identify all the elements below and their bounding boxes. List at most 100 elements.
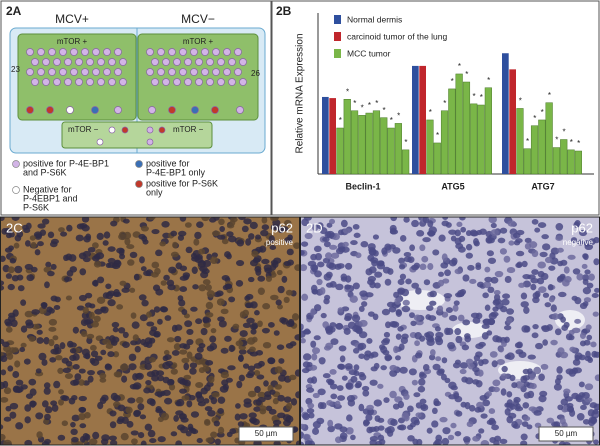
nucleus xyxy=(202,316,210,324)
nucleus xyxy=(344,315,352,322)
nucleus xyxy=(284,219,292,226)
nucleus xyxy=(551,313,559,320)
nucleus xyxy=(119,280,127,286)
nucleus xyxy=(346,395,356,403)
cell-dot xyxy=(70,48,78,56)
nucleus xyxy=(419,244,426,252)
nucleus xyxy=(101,434,110,442)
nucleus xyxy=(563,266,570,274)
nucleus xyxy=(1,341,10,348)
nucleus xyxy=(207,409,216,417)
nucleus xyxy=(43,382,51,389)
nucleus xyxy=(52,335,59,341)
nucleus xyxy=(425,305,434,311)
nucleus xyxy=(230,217,238,223)
nucleus xyxy=(277,285,285,294)
nucleus xyxy=(528,374,535,381)
bar xyxy=(470,103,478,175)
nucleus xyxy=(506,415,514,424)
cell-dot xyxy=(234,68,242,76)
nucleus xyxy=(225,377,233,383)
nucleus xyxy=(359,319,368,327)
bar xyxy=(538,119,546,175)
cell-dot xyxy=(42,58,50,66)
cell-dot xyxy=(37,48,45,56)
nucleus xyxy=(163,274,170,281)
nucleus xyxy=(316,278,323,286)
nucleus xyxy=(92,255,100,262)
nucleus xyxy=(16,274,24,281)
significance: * xyxy=(451,77,454,86)
nucleus xyxy=(512,232,521,239)
nucleus xyxy=(279,317,287,324)
nucleus xyxy=(499,438,508,445)
cell-dot xyxy=(31,78,39,86)
nucleus xyxy=(550,304,557,312)
nucleus xyxy=(480,440,490,445)
nucleus xyxy=(84,302,93,308)
significance: * xyxy=(548,91,551,100)
nucleus xyxy=(467,264,475,271)
nucleus xyxy=(201,217,210,222)
nucleus xyxy=(128,353,137,362)
nucleus xyxy=(295,440,299,445)
marker-label: p62 xyxy=(271,220,293,235)
nucleus xyxy=(487,286,495,294)
nucleus xyxy=(4,247,13,253)
nucleus xyxy=(45,261,52,268)
nucleus xyxy=(246,337,256,345)
nucleus xyxy=(580,404,587,411)
nucleus xyxy=(303,328,311,335)
cell-dot xyxy=(92,68,100,76)
nucleus xyxy=(522,374,530,381)
nucleus xyxy=(310,253,318,261)
nucleus xyxy=(221,238,229,245)
significance: * xyxy=(429,108,432,117)
nucleus xyxy=(157,375,165,382)
nucleus xyxy=(127,259,135,266)
nucleus xyxy=(419,371,425,377)
nucleus xyxy=(571,327,581,334)
nucleus xyxy=(576,413,585,421)
nucleus xyxy=(19,347,26,353)
nucleus xyxy=(16,230,24,238)
bar xyxy=(448,88,456,175)
nucleus xyxy=(263,380,269,387)
box-label: mTOR − xyxy=(173,125,204,134)
box-label: mTOR + xyxy=(183,37,214,46)
nucleus xyxy=(108,435,117,441)
nucleus xyxy=(341,375,348,381)
nucleus xyxy=(353,370,360,377)
nucleus xyxy=(524,237,532,244)
nucleus xyxy=(581,392,590,399)
nucleus xyxy=(133,409,142,417)
nucleus xyxy=(167,284,176,291)
nucleus xyxy=(486,250,494,257)
nucleus xyxy=(205,359,214,366)
nucleus xyxy=(53,305,61,311)
nucleus xyxy=(66,224,73,232)
nucleus xyxy=(482,399,491,407)
nucleus xyxy=(170,431,178,437)
nucleus xyxy=(208,375,215,384)
nucleus xyxy=(588,273,595,281)
cell-dot xyxy=(239,78,247,86)
nucleus xyxy=(479,395,488,401)
nucleus xyxy=(92,279,99,287)
nucleus xyxy=(503,325,512,331)
nucleus xyxy=(87,370,95,376)
nucleus xyxy=(219,226,226,232)
cell-dot xyxy=(119,78,127,86)
nucleus xyxy=(409,244,415,252)
cell-dot xyxy=(108,78,116,86)
nucleus xyxy=(53,380,61,389)
nucleus xyxy=(140,225,149,232)
nucleus xyxy=(515,349,524,355)
nucleus xyxy=(520,301,529,308)
nucleus xyxy=(434,326,441,332)
nucleus xyxy=(392,247,401,254)
significance: * xyxy=(339,116,342,125)
nucleus xyxy=(574,220,581,228)
nucleus xyxy=(300,423,306,430)
